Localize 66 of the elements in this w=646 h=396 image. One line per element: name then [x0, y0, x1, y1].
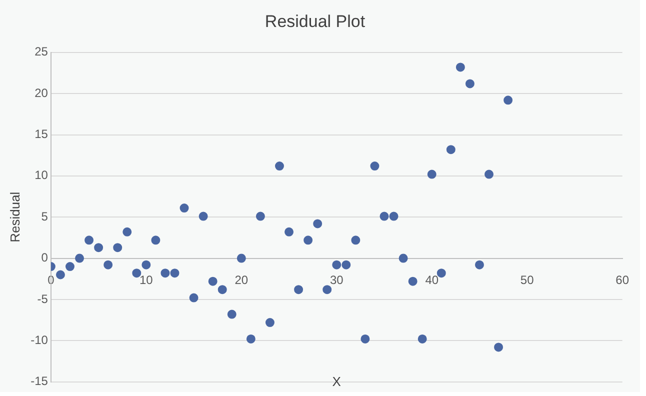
- y-axis-title: Residual: [7, 192, 22, 242]
- y-tick-label: -5: [37, 292, 48, 306]
- point: [427, 170, 436, 179]
- point: [322, 285, 332, 294]
- y-tick-label: -15: [30, 374, 48, 388]
- point: [160, 268, 170, 278]
- point: [84, 236, 94, 245]
- point: [56, 270, 65, 280]
- y-tick-label: 0: [41, 250, 48, 265]
- point: [370, 162, 380, 171]
- point: [246, 334, 256, 344]
- point: [65, 262, 74, 272]
- point: [170, 268, 180, 278]
- point: [180, 204, 189, 213]
- chart-title: Residual Plot: [264, 12, 366, 31]
- point: [256, 212, 265, 221]
- point: [151, 236, 160, 245]
- x-axis-title: X: [332, 374, 342, 389]
- point: [227, 310, 236, 319]
- point: [474, 260, 484, 270]
- point: [142, 260, 151, 270]
- point: [122, 227, 132, 236]
- point: [218, 285, 227, 294]
- point: [494, 342, 504, 352]
- y-tick-label: 10: [34, 168, 48, 182]
- point: [504, 96, 513, 105]
- point: [351, 236, 360, 245]
- point: [360, 334, 370, 344]
- point: [113, 243, 122, 252]
- point: [342, 260, 351, 270]
- point: [313, 219, 322, 228]
- x-tick-label: 50: [520, 272, 534, 287]
- x-tick-label: 60: [616, 272, 630, 287]
- point: [265, 318, 274, 328]
- x-tick-label: 30: [330, 272, 344, 287]
- point: [389, 212, 398, 221]
- x-tick-label: 40: [425, 272, 439, 287]
- y-tick-label: 25: [34, 44, 48, 59]
- point: [456, 62, 465, 72]
- point: [436, 268, 446, 278]
- point: [284, 227, 294, 236]
- point: [132, 268, 142, 278]
- point: [198, 212, 208, 221]
- x-tick-label: 10: [139, 272, 154, 287]
- point: [465, 79, 474, 88]
- point: [332, 260, 342, 270]
- point: [294, 285, 304, 294]
- x-tick-label: 20: [234, 272, 248, 287]
- point: [236, 254, 246, 263]
- point: [75, 254, 84, 263]
- point: [484, 170, 494, 179]
- y-tick-label: 5: [41, 209, 48, 224]
- point: [380, 212, 389, 221]
- point: [408, 276, 418, 286]
- point: [208, 276, 218, 286]
- y-tick-label: 20: [34, 86, 48, 100]
- point: [304, 236, 313, 245]
- point: [104, 260, 113, 270]
- y-tick-label: -10: [30, 332, 48, 347]
- point: [274, 162, 284, 171]
- point: [418, 334, 427, 344]
- y-tick-label: 15: [34, 127, 48, 142]
- point: [94, 243, 104, 252]
- point: [446, 145, 456, 154]
- point: [398, 254, 408, 263]
- point: [189, 293, 198, 302]
